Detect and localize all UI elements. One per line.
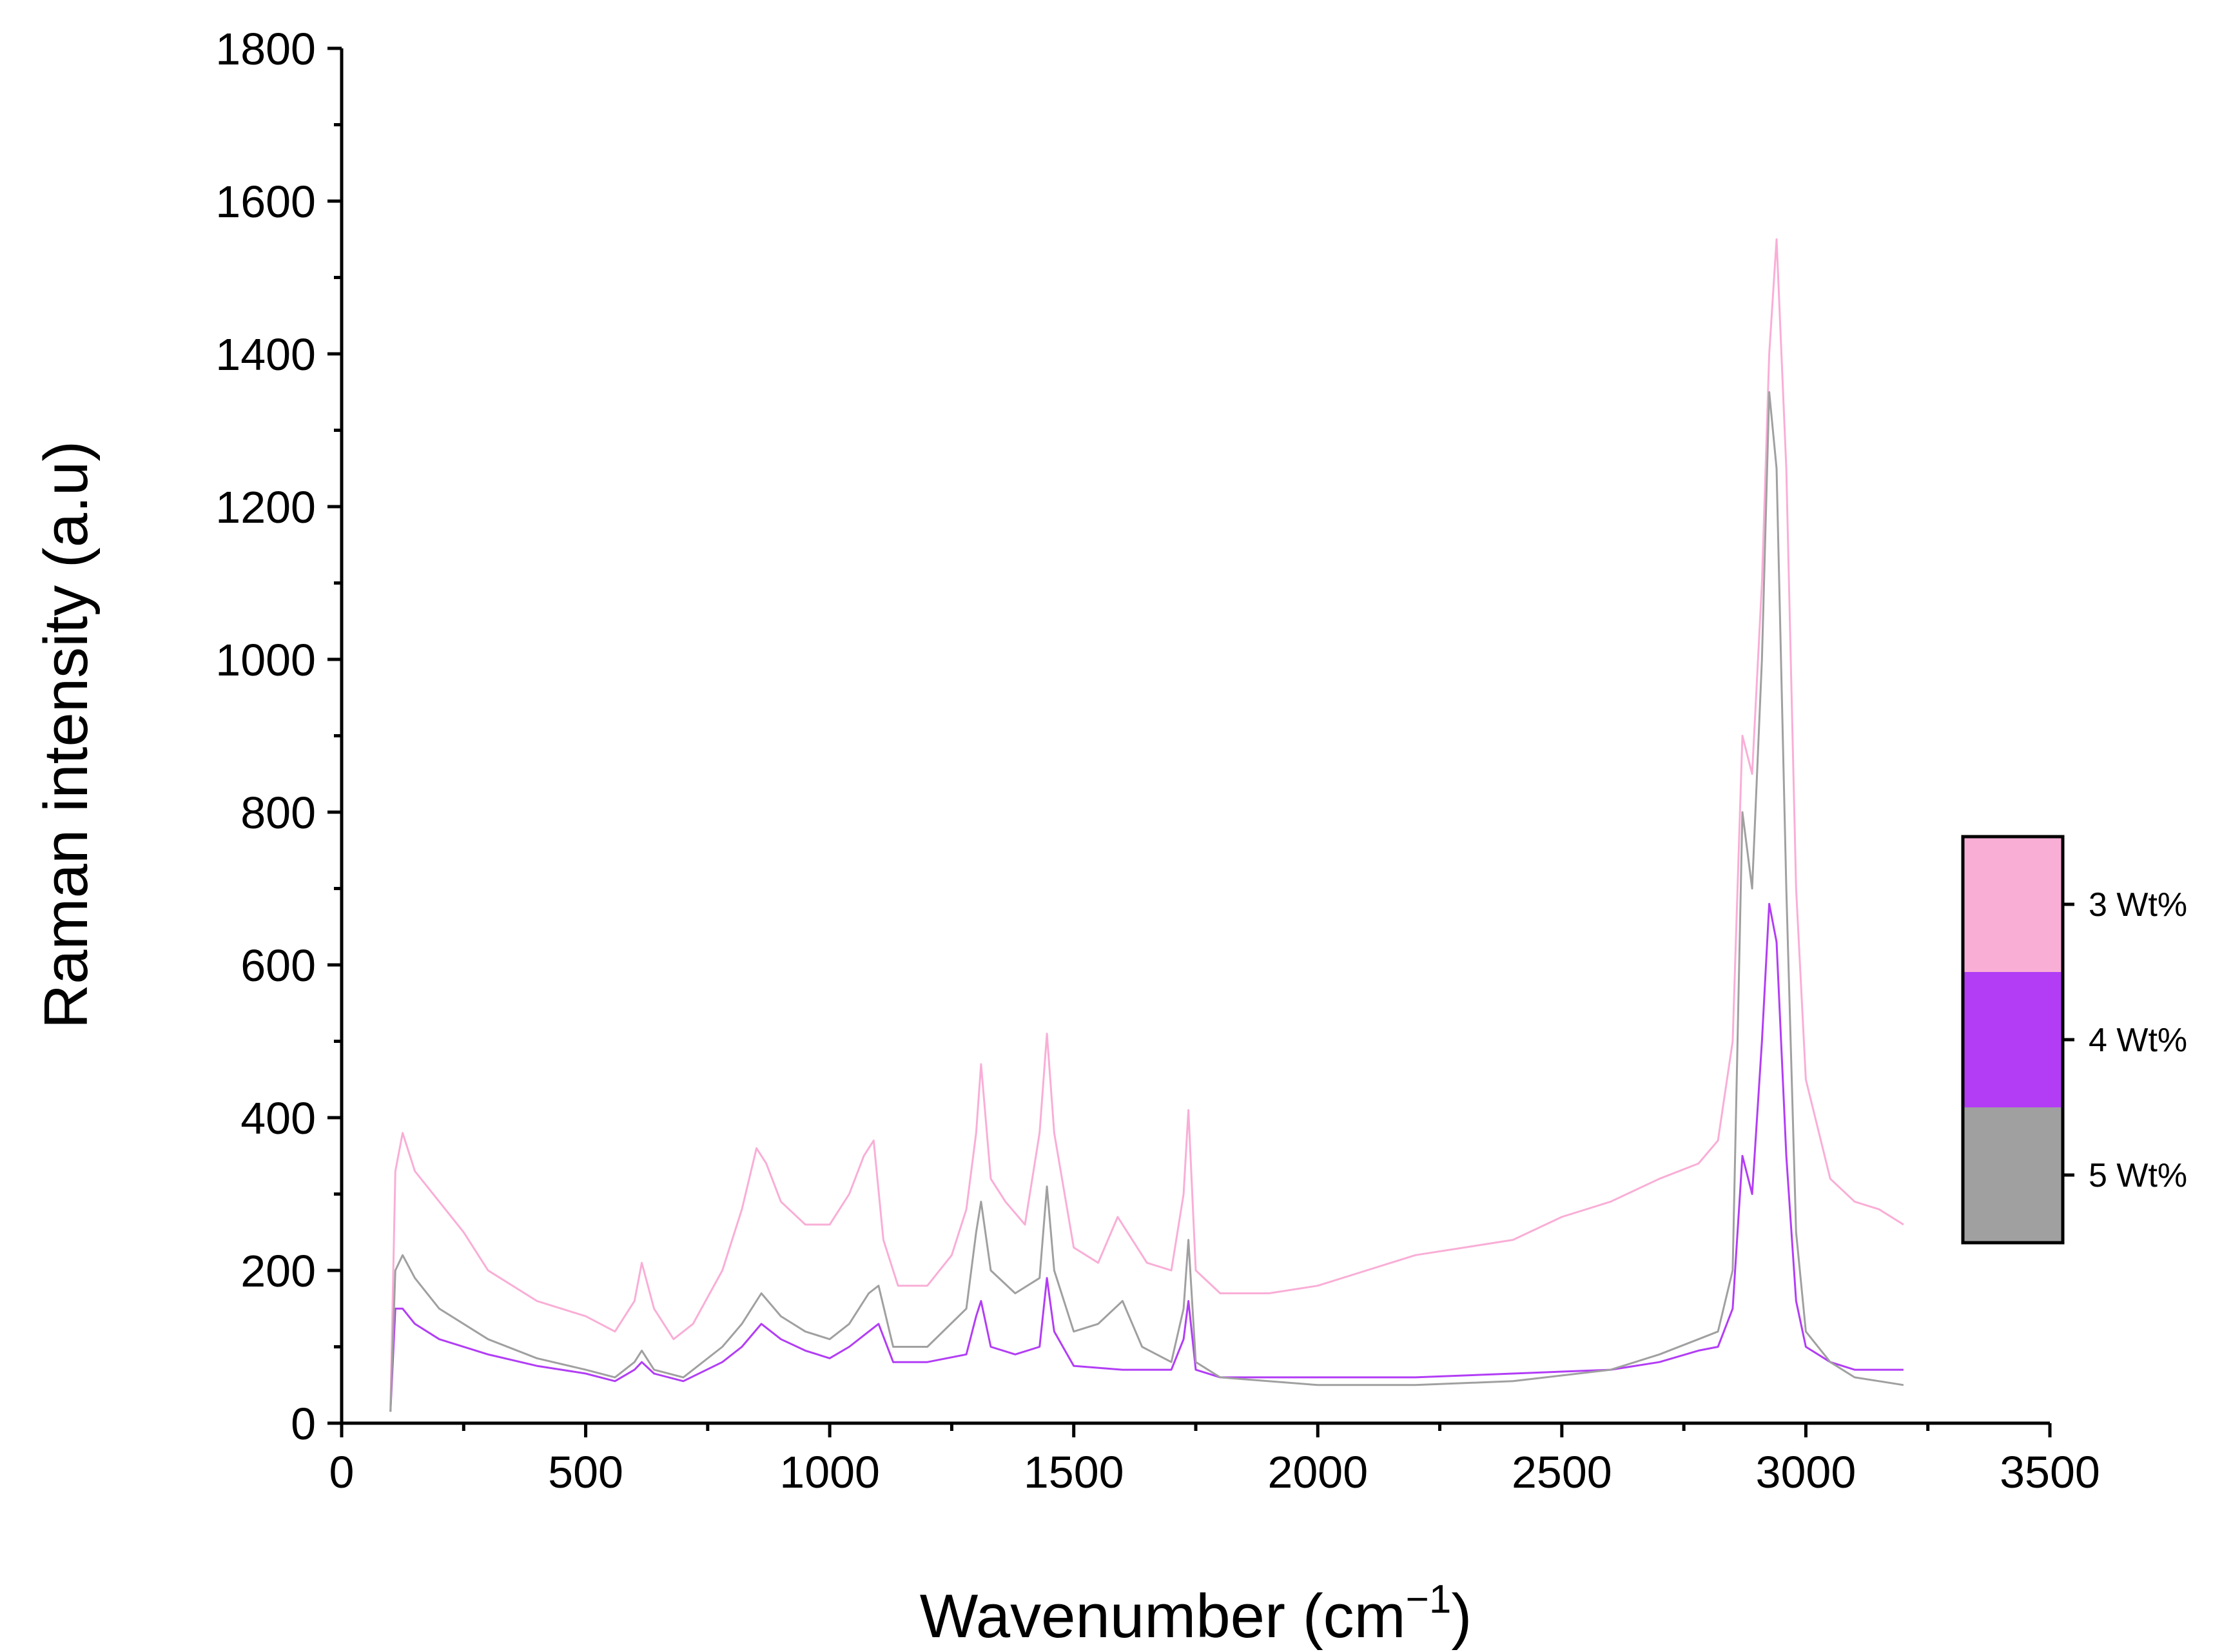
legend-label: 4 Wt%	[2089, 1022, 2187, 1059]
y-axis-title: Raman intensity (a.u)	[32, 441, 101, 1029]
legend-frame	[1961, 835, 2065, 1245]
x-tick-label: 1500	[1024, 1447, 1124, 1497]
x-tick-label: 500	[548, 1447, 623, 1497]
y-tick-label: 800	[240, 788, 316, 838]
legend-swatch	[1963, 1107, 2063, 1243]
legend-swatch	[1963, 972, 2063, 1107]
x-tick-label: 1000	[779, 1447, 880, 1497]
x-tick-label: 2500	[1512, 1447, 1612, 1497]
x-axis-title: Wavenumber (cm−1)	[920, 1577, 1472, 1651]
series-line-4-wt	[389, 902, 1904, 1412]
y-tick-label: 1000	[215, 635, 316, 685]
y-tick-label: 1600	[215, 177, 316, 227]
y-tick-label: 1400	[215, 329, 316, 380]
y-tick-label: 200	[240, 1246, 316, 1296]
legend-swatch	[1963, 837, 2063, 972]
y-tick-label: 600	[240, 940, 316, 991]
y-tick-label: 400	[240, 1093, 316, 1143]
x-tick-label: 3000	[1756, 1447, 1857, 1497]
legend: 3 Wt% 4 Wt% 5 Wt%	[1961, 835, 2187, 1245]
series-layer	[389, 238, 1904, 1412]
y-tick-label: 0	[291, 1399, 316, 1449]
legend-label: 3 Wt%	[2089, 886, 2187, 924]
x-axis-title-close: )	[1451, 1582, 1472, 1651]
x-tick-label: 0	[329, 1447, 355, 1497]
y-tick-label: 1200	[215, 482, 316, 532]
x-tick-label: 2000	[1267, 1447, 1368, 1497]
legend-label: 5 Wt%	[2089, 1157, 2187, 1194]
series-line-3-wt	[389, 238, 1904, 1408]
x-axis-title-superscript: −1	[1406, 1577, 1452, 1622]
ticks-layer: 0 500 1000 1500 2000 2500 3000 3500 0 200 400 600 80…	[215, 24, 2100, 1497]
x-tick-label: 3500	[2000, 1447, 2100, 1497]
x-axis-title-main: Wavenumber (cm	[920, 1582, 1406, 1651]
y-tick-label: 1800	[215, 24, 316, 74]
series-line-5-wt	[389, 391, 1904, 1412]
